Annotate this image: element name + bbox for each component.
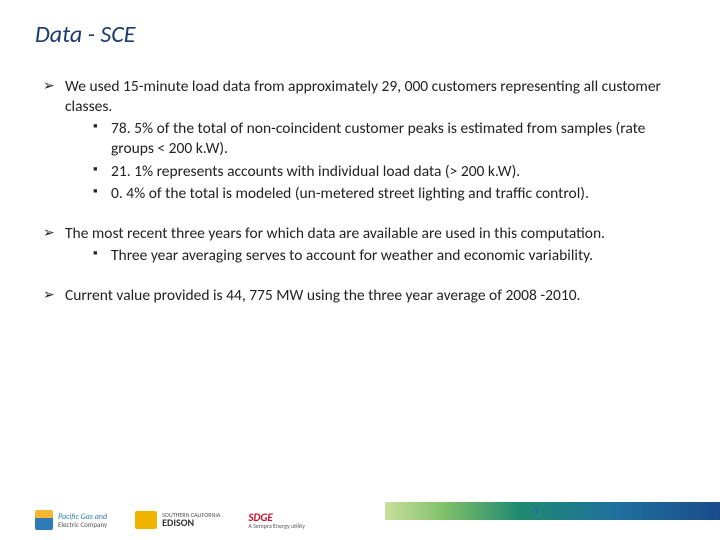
sub-list-1: 78. 5% of the total of non-coincident cu… bbox=[65, 119, 685, 204]
slide-title: Data - SCE bbox=[35, 20, 685, 49]
slide-footer: Pacific Gas and Electric Company SOUTHER… bbox=[0, 492, 720, 540]
sub-bullet: 0. 4% of the total is modeled (un-metere… bbox=[93, 184, 685, 204]
sdge-sub: A Sempra Energy utility bbox=[248, 523, 305, 529]
slide: Data - SCE We used 15-minute load data f… bbox=[0, 0, 720, 540]
bullet-text: The most recent three years for which da… bbox=[65, 224, 605, 243]
edison-text: SOUTHERN CALIFORNIA EDISON bbox=[162, 512, 220, 528]
logo-row: Pacific Gas and Electric Company SOUTHER… bbox=[35, 510, 305, 530]
sdge-main: SDGE bbox=[248, 512, 305, 523]
pge-line2: Electric Company bbox=[58, 521, 107, 528]
bullet-list: We used 15-minute load data from approxi… bbox=[35, 77, 685, 306]
sub-bullet: Three year averaging serves to account f… bbox=[93, 246, 685, 266]
pge-icon bbox=[35, 510, 53, 530]
footer-gradient-bar: 4 bbox=[385, 502, 720, 520]
sub-bullet: 21. 1% represents accounts with individu… bbox=[93, 162, 685, 182]
bullet-3: Current value provided is 44, 775 MW usi… bbox=[43, 286, 685, 306]
page-number: 4 bbox=[533, 504, 539, 517]
sdge-logo: SDGE A Sempra Energy utility bbox=[248, 512, 305, 529]
edison-logo: SOUTHERN CALIFORNIA EDISON bbox=[135, 511, 220, 529]
bullet-text: We used 15-minute load data from approxi… bbox=[65, 77, 661, 116]
edison-main: EDISON bbox=[162, 518, 220, 528]
pge-logo: Pacific Gas and Electric Company bbox=[35, 510, 107, 530]
sub-list-2: Three year averaging serves to account f… bbox=[65, 246, 685, 266]
bullet-text: Current value provided is 44, 775 MW usi… bbox=[65, 286, 580, 305]
sub-bullet: 78. 5% of the total of non-coincident cu… bbox=[93, 119, 685, 159]
bullet-2: The most recent three years for which da… bbox=[43, 224, 685, 266]
pge-text: Pacific Gas and Electric Company bbox=[58, 513, 107, 528]
slide-content: We used 15-minute load data from approxi… bbox=[35, 77, 685, 306]
sdge-text: SDGE A Sempra Energy utility bbox=[248, 512, 305, 529]
edison-icon bbox=[135, 511, 157, 529]
bullet-1: We used 15-minute load data from approxi… bbox=[43, 77, 685, 204]
